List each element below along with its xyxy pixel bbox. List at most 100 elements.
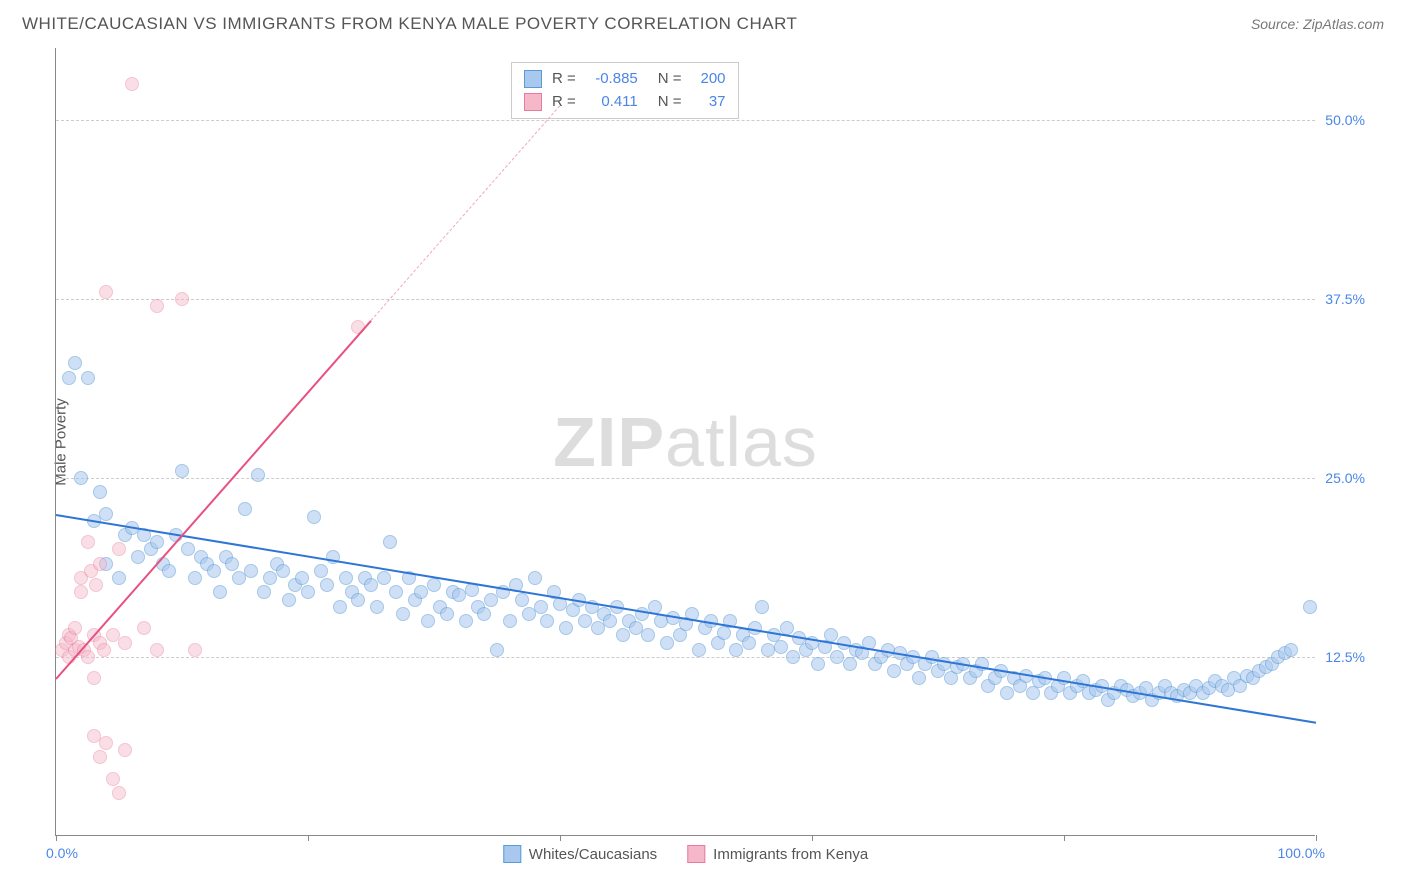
legend-swatch-icon [687, 845, 705, 863]
data-point [81, 535, 95, 549]
data-point [660, 636, 674, 650]
data-point [396, 607, 410, 621]
data-point [339, 571, 353, 585]
data-point [175, 464, 189, 478]
data-point [137, 621, 151, 635]
legend-label: Immigrants from Kenya [713, 846, 868, 863]
legend-swatch-icon [503, 845, 521, 863]
data-point [351, 593, 365, 607]
data-point [540, 614, 554, 628]
gridline [56, 657, 1315, 658]
chart-container: Male Poverty ZIPatlas 0.0% 100.0% R = -0… [55, 48, 1355, 836]
data-point [118, 636, 132, 650]
data-point [162, 564, 176, 578]
data-point [276, 564, 290, 578]
data-point [515, 593, 529, 607]
data-point [912, 671, 926, 685]
data-point [503, 614, 517, 628]
data-point [99, 285, 113, 299]
data-point [528, 571, 542, 585]
data-point [389, 585, 403, 599]
data-point [484, 593, 498, 607]
data-point [62, 371, 76, 385]
data-point [89, 578, 103, 592]
data-point [427, 578, 441, 592]
x-axis-min-label: 0.0% [46, 845, 78, 861]
data-point [377, 571, 391, 585]
data-point [1303, 600, 1317, 614]
legend: Whites/Caucasians Immigrants from Kenya [503, 845, 868, 863]
data-point [333, 600, 347, 614]
data-point [616, 628, 630, 642]
x-tick [1064, 835, 1065, 841]
data-point [225, 557, 239, 571]
data-point [383, 535, 397, 549]
data-point [459, 614, 473, 628]
data-point [490, 643, 504, 657]
data-point [729, 643, 743, 657]
data-point [307, 510, 321, 524]
data-point [534, 600, 548, 614]
data-point [106, 772, 120, 786]
data-point [213, 585, 227, 599]
correlation-stats-box: R = -0.885 N = 200 R = 0.411 N = 37 [511, 62, 739, 119]
data-point [843, 657, 857, 671]
data-point [603, 614, 617, 628]
data-point [755, 600, 769, 614]
data-point [692, 643, 706, 657]
data-point [93, 750, 107, 764]
source-attribution: Source: ZipAtlas.com [1251, 16, 1384, 32]
data-point [257, 585, 271, 599]
trend-line-extrapolation [371, 105, 561, 321]
data-point [175, 292, 189, 306]
data-point [68, 621, 82, 635]
data-point [238, 502, 252, 516]
data-point [786, 650, 800, 664]
gridline [56, 299, 1315, 300]
x-tick [1316, 835, 1317, 841]
data-point [118, 743, 132, 757]
data-point [421, 614, 435, 628]
data-point [207, 564, 221, 578]
data-point [301, 585, 315, 599]
y-tick-label: 25.0% [1305, 470, 1365, 486]
data-point [282, 593, 296, 607]
trend-line [56, 514, 1316, 724]
data-point [112, 571, 126, 585]
watermark: ZIPatlas [553, 402, 818, 482]
data-point [641, 628, 655, 642]
data-point [414, 585, 428, 599]
y-tick-label: 12.5% [1305, 649, 1365, 665]
data-point [112, 786, 126, 800]
data-point [150, 535, 164, 549]
data-point [320, 578, 334, 592]
data-point [74, 471, 88, 485]
gridline [56, 478, 1315, 479]
data-point [251, 468, 265, 482]
trend-line [55, 321, 371, 680]
legend-item: Immigrants from Kenya [687, 845, 868, 863]
data-point [1284, 643, 1298, 657]
y-tick-label: 50.0% [1305, 112, 1365, 128]
data-point [1000, 686, 1014, 700]
chart-title: WHITE/CAUCASIAN VS IMMIGRANTS FROM KENYA… [22, 14, 797, 34]
data-point [150, 643, 164, 657]
data-point [244, 564, 258, 578]
data-point [93, 557, 107, 571]
data-point [742, 636, 756, 650]
stats-row: R = -0.885 N = 200 [524, 68, 726, 91]
data-point [232, 571, 246, 585]
data-point [811, 657, 825, 671]
data-point [99, 736, 113, 750]
data-point [97, 643, 111, 657]
plot-area: ZIPatlas 0.0% 100.0% R = -0.885 N = 200 … [55, 48, 1315, 836]
data-point [364, 578, 378, 592]
data-point [188, 571, 202, 585]
stats-swatch-icon [524, 93, 542, 111]
data-point [477, 607, 491, 621]
data-point [370, 600, 384, 614]
data-point [522, 607, 536, 621]
data-point [81, 650, 95, 664]
data-point [440, 607, 454, 621]
legend-item: Whites/Caucasians [503, 845, 657, 863]
